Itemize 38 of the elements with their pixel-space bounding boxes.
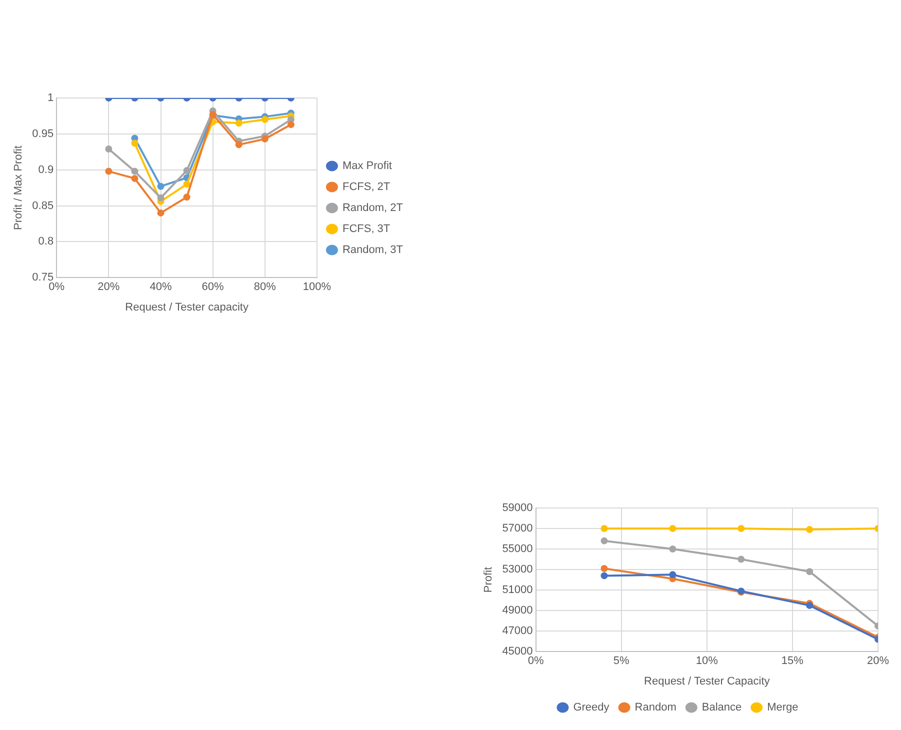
y-tick-label: 0.75 — [32, 272, 54, 284]
legend-label: Random, 2T — [342, 202, 404, 214]
y-tick-label: 55000 — [502, 543, 533, 556]
x-tick-label: 0% — [48, 281, 65, 294]
y-tick-label: 1 — [47, 92, 54, 104]
legend-label: Random — [634, 702, 676, 714]
x-tick-label: 0% — [528, 655, 544, 668]
x-tick-label: 10% — [696, 655, 718, 668]
legend-label: Greedy — [573, 702, 610, 714]
y-tick-label: 51000 — [502, 584, 533, 596]
y-tick-label: 49000 — [502, 604, 533, 617]
y-tick-label: 53000 — [502, 564, 533, 576]
y-axis-title: Profit — [482, 566, 495, 593]
y-tick-label: 57000 — [502, 522, 533, 535]
legend-label: Random, 3T — [342, 244, 404, 256]
legend-label: Max Profit — [342, 160, 392, 172]
y-tick-label: 0.8 — [38, 236, 54, 248]
x-tick-label: 5% — [613, 655, 630, 668]
legend-label: Merge — [767, 702, 798, 714]
y-axis-title: Profit / Max Profit — [12, 146, 25, 230]
y-tick-label: 47000 — [502, 625, 533, 638]
x-tick-label: 20% — [866, 655, 890, 668]
x-tick-label: 40% — [150, 281, 172, 294]
x-tick-label: 15% — [781, 655, 804, 668]
y-tick-label: 0.85 — [32, 200, 54, 212]
x-tick-label: 80% — [254, 281, 276, 294]
x-axis-title: Request / Tester capacity — [125, 301, 249, 314]
x-tick-label: 60% — [202, 281, 224, 294]
y-tick-label: 45000 — [502, 646, 533, 658]
y-tick-label: 0.9 — [38, 164, 54, 176]
x-tick-label: 20% — [98, 281, 120, 294]
x-axis-title: Request / Tester Capacity — [644, 675, 770, 688]
y-tick-label: 59000 — [502, 502, 533, 514]
y-tick-label: 0.95 — [32, 128, 54, 140]
legend-label: Balance — [702, 702, 742, 714]
x-tick-label: 100% — [302, 281, 332, 294]
legend-label: FCFS, 2T — [342, 181, 390, 194]
legend-label: FCFS, 3T — [342, 223, 390, 236]
